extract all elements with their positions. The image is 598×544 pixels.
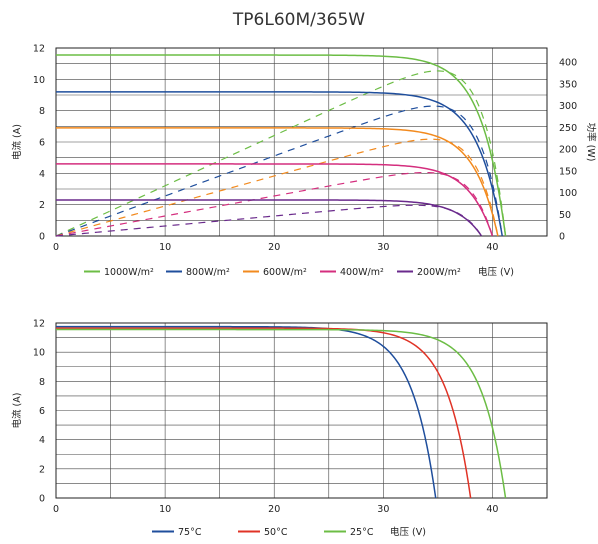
chart-title: TP6L60M/365W xyxy=(232,10,366,30)
x-tick-label: 20 xyxy=(268,504,280,515)
y-tick-label: 6 xyxy=(39,138,45,149)
x-tick-label: 30 xyxy=(377,242,389,253)
legend-label: 75°C xyxy=(178,527,202,538)
y-tick-label: 2 xyxy=(39,464,45,475)
x-tick-label: 10 xyxy=(159,242,171,253)
power-curve-3 xyxy=(55,171,494,237)
x-tick-label: 40 xyxy=(486,504,498,515)
y-tick-label: 8 xyxy=(39,106,45,117)
y-tick-label: 0 xyxy=(39,494,45,505)
plot-frame xyxy=(55,322,548,499)
iv-curve-4 xyxy=(56,199,483,237)
iv-curve-3 xyxy=(56,163,494,237)
legend-label: 1000W/m² xyxy=(104,267,154,278)
y-tick-label: 0 xyxy=(39,232,45,243)
plot-frame xyxy=(55,47,548,237)
y-tick-label: 4 xyxy=(39,435,45,446)
iv-curve-1 xyxy=(56,91,503,237)
x-tick-label: 10 xyxy=(159,504,171,515)
iv-curve-2 xyxy=(56,328,507,499)
y2-axis-label: 功率 (W) xyxy=(585,123,597,162)
iv-curve-0 xyxy=(56,325,437,499)
power-curve-0 xyxy=(55,70,507,237)
y2-tick-label: 250 xyxy=(559,123,577,134)
x-tick-label: 40 xyxy=(486,242,498,253)
legend-label: 400W/m² xyxy=(340,267,384,278)
legend-label: 800W/m² xyxy=(186,267,230,278)
x-axis-label: 电压 (V) xyxy=(390,526,426,538)
x-tick-label: 0 xyxy=(53,504,59,515)
legend-label: 200W/m² xyxy=(417,267,461,278)
y2-tick-label: 200 xyxy=(559,145,577,156)
y-axis-label: 电流 (A) xyxy=(11,393,23,429)
power-curve-1 xyxy=(55,105,502,237)
y-tick-label: 10 xyxy=(33,348,45,359)
y2-tick-label: 150 xyxy=(559,166,577,177)
x-tick-label: 30 xyxy=(377,504,389,515)
power-curve-4 xyxy=(55,204,483,237)
y-tick-label: 4 xyxy=(39,169,45,180)
iv-curve-0 xyxy=(56,54,507,237)
x-axis-label: 电压 (V) xyxy=(478,266,514,278)
legend-label: 50°C xyxy=(264,527,288,538)
legend: 75°C 50°C 25°C 电压 (V) xyxy=(152,526,426,538)
y2-tick-label: 300 xyxy=(559,101,577,112)
x-tick-label: 0 xyxy=(53,242,59,253)
y2-tick-label: 0 xyxy=(559,232,565,243)
y-axis-label: 电流 (A) xyxy=(11,124,23,160)
power-curve-2 xyxy=(55,138,498,237)
x-tick-label: 20 xyxy=(268,242,280,253)
grid xyxy=(55,47,548,237)
legend-label: 25°C xyxy=(350,527,374,538)
y2-tick-label: 100 xyxy=(559,188,577,199)
grid xyxy=(55,322,548,499)
y2-tick-label: 400 xyxy=(559,58,577,69)
y2-tick-label: 50 xyxy=(559,210,571,221)
y-tick-label: 8 xyxy=(39,377,45,388)
y-tick-label: 10 xyxy=(33,75,45,86)
iv-chart-temperature: 0 10 20 30 40 0 2 4 6 8 10 12 电流 (A) 75°C 50°C 25°C 电压 (… xyxy=(11,319,548,538)
legend: 1000W/m² 800W/m² 600W/m² 400W/m² 200W/m² 电压 (… xyxy=(84,266,514,278)
iv-curve-2 xyxy=(56,127,499,237)
legend-label: 600W/m² xyxy=(263,267,307,278)
y2-tick-label: 350 xyxy=(559,79,577,90)
iv-curve-1 xyxy=(56,327,472,499)
y-tick-label: 2 xyxy=(39,200,45,211)
y-tick-label: 12 xyxy=(33,319,45,330)
y-tick-label: 12 xyxy=(33,44,45,55)
y-tick-label: 6 xyxy=(39,406,45,417)
